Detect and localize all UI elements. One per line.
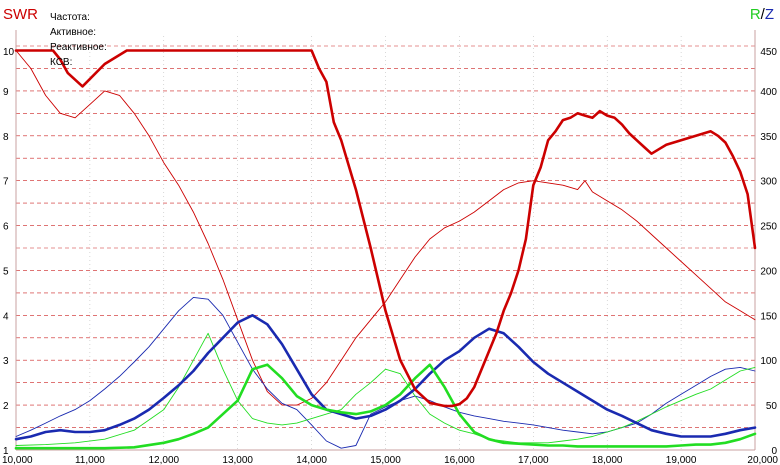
y-left-tick-label: 3	[3, 356, 9, 367]
x-tick-label: 12,000	[149, 455, 180, 465]
axis-separator: /	[760, 6, 765, 23]
x-tick-label: 13,000	[222, 455, 253, 465]
x-tick-label: 15,000	[370, 455, 401, 465]
frequency-label: Частота:	[50, 12, 90, 23]
y-right-tick-label: 450	[760, 47, 777, 58]
r-axis-label: R	[749, 6, 761, 23]
series-line-swr-thin	[15, 50, 756, 406]
chart-tick-labels: 1234567891005010015020025030035040045010…	[2, 47, 778, 465]
readout-legend: Частота: Активное: Реактивное: КСВ:	[50, 10, 107, 70]
y-right-tick-label: 400	[760, 87, 777, 98]
rz-axis-title: R/Z	[750, 6, 774, 23]
reactive-label: Реактивное:	[50, 42, 107, 53]
y-left-tick-label: 4	[3, 311, 9, 322]
y-right-tick-label: 100	[760, 356, 777, 367]
series-line-swr	[14, 49, 757, 408]
y-left-tick-label: 2	[3, 401, 9, 412]
vswr-label: КСВ:	[50, 57, 73, 68]
y-left-tick-label: 7	[3, 177, 9, 188]
chart-grid	[15, 36, 756, 451]
y-left-tick-label: 6	[3, 222, 9, 233]
series-line-z	[14, 313, 757, 441]
x-tick-label: 20,000	[747, 455, 778, 465]
y-right-tick-label: 50	[766, 401, 778, 412]
x-tick-label: 16,000	[444, 455, 475, 465]
series-line-z-thin	[15, 296, 756, 449]
x-tick-label: 10,000	[2, 455, 33, 465]
chart-series	[14, 49, 757, 450]
z-axis-label: Z	[764, 6, 774, 23]
y-left-tick-label: 10	[3, 47, 15, 58]
x-tick-label: 11,000	[75, 455, 105, 465]
y-left-tick-label: 5	[3, 266, 9, 277]
x-tick-label: 17,000	[518, 455, 549, 465]
series-line-r-thin	[15, 332, 756, 446]
y-right-tick-label: 0	[771, 446, 777, 457]
x-tick-label: 18,000	[592, 455, 623, 465]
y-right-tick-label: 350	[760, 132, 777, 143]
x-tick-label: 19,000	[666, 455, 697, 465]
active-label: Активное:	[50, 27, 97, 38]
y-left-tick-label: 9	[3, 87, 9, 98]
y-right-tick-label: 300	[760, 177, 777, 188]
x-tick-label: 14,000	[296, 455, 327, 465]
y-right-tick-label: 200	[760, 266, 777, 277]
swr-axis-title: SWR	[3, 6, 38, 23]
series-line-r	[14, 363, 757, 450]
y-right-tick-label: 250	[760, 222, 777, 233]
y-left-tick-label: 1	[3, 446, 9, 457]
y-left-tick-label: 8	[3, 132, 9, 143]
y-right-tick-label: 150	[760, 311, 777, 322]
